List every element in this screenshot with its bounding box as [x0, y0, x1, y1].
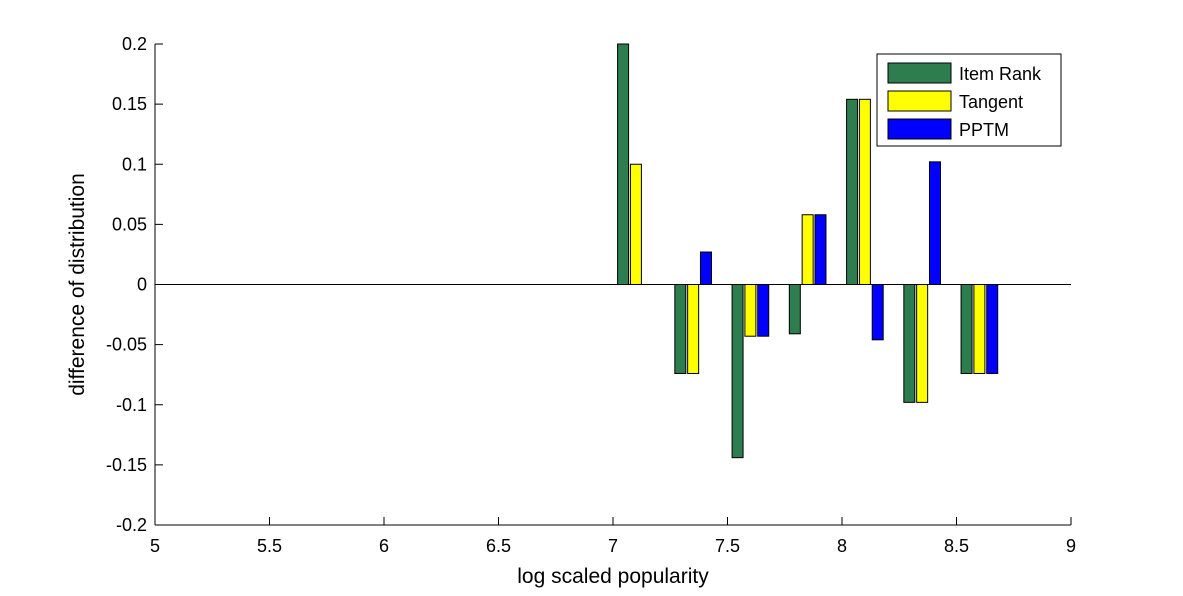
- y-tick-label: 0.2: [122, 34, 147, 54]
- y-tick-label: -0.2: [116, 515, 147, 535]
- x-tick-label: 8.5: [944, 536, 969, 556]
- x-tick-label: 5: [150, 536, 160, 556]
- x-tick-label: 6.5: [486, 536, 511, 556]
- legend-swatch: [887, 62, 952, 84]
- bar-item-rank: [731, 284, 744, 459]
- x-tick-label: 6: [379, 536, 389, 556]
- legend-label: Tangent: [959, 92, 1023, 112]
- y-tick-label: -0.05: [106, 335, 147, 355]
- bar-item-rank: [960, 284, 973, 374]
- legend-swatch: [887, 90, 952, 112]
- bar-tangent: [858, 98, 871, 285]
- y-tick-label: 0.15: [112, 94, 147, 114]
- legend-label: PPTM: [959, 120, 1009, 140]
- y-tick-label: 0.05: [112, 214, 147, 234]
- bar-tangent: [916, 284, 929, 403]
- bar-pptm: [814, 214, 827, 285]
- x-tick-label: 9: [1066, 536, 1076, 556]
- y-tick-label: -0.15: [106, 455, 147, 475]
- ticks-layer: 5 5.5 6 6.5 7 7.5 8 8.5 9 -0.2 -0.15 -0.1 -0.05 0 0.05…: [106, 34, 1076, 556]
- bar-pptm: [986, 284, 999, 374]
- legend-swatch: [887, 118, 952, 140]
- y-tick-label: -0.1: [116, 395, 147, 415]
- bar-tangent: [629, 163, 642, 285]
- bar-tangent: [973, 284, 986, 374]
- bar-pptm: [928, 161, 941, 286]
- bar-tangent: [801, 214, 814, 285]
- bar-item-rank: [846, 98, 859, 285]
- bar-item-rank: [903, 284, 916, 403]
- y-tick-label: 0.1: [122, 154, 147, 174]
- legend-label: Item Rank: [959, 64, 1042, 84]
- bar-tangent: [687, 284, 700, 374]
- legend: Item Rank Tangent PPTM: [876, 53, 1062, 147]
- x-tick-label: 8: [837, 536, 847, 556]
- bar-item-rank: [617, 43, 630, 285]
- bar-pptm: [871, 284, 884, 341]
- x-tick-label: 7.5: [715, 536, 740, 556]
- bar-pptm: [699, 251, 712, 285]
- y-axis-label: difference of distribution: [66, 173, 89, 396]
- bar-item-rank: [788, 284, 801, 335]
- x-tick-label: 7: [608, 536, 618, 556]
- bar-item-rank: [674, 284, 687, 374]
- x-tick-label: 5.5: [257, 536, 282, 556]
- y-tick-label: 0: [137, 275, 147, 295]
- bar-tangent: [744, 284, 757, 337]
- bar-pptm: [757, 284, 770, 337]
- x-axis-label: log scaled popularity: [517, 565, 709, 588]
